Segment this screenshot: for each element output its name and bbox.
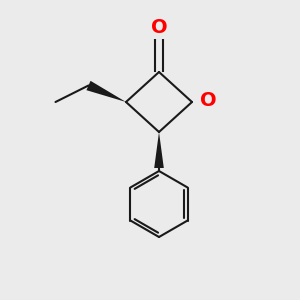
Polygon shape: [86, 81, 126, 102]
Text: O: O: [200, 91, 217, 110]
Text: O: O: [151, 18, 167, 37]
Polygon shape: [154, 132, 164, 168]
